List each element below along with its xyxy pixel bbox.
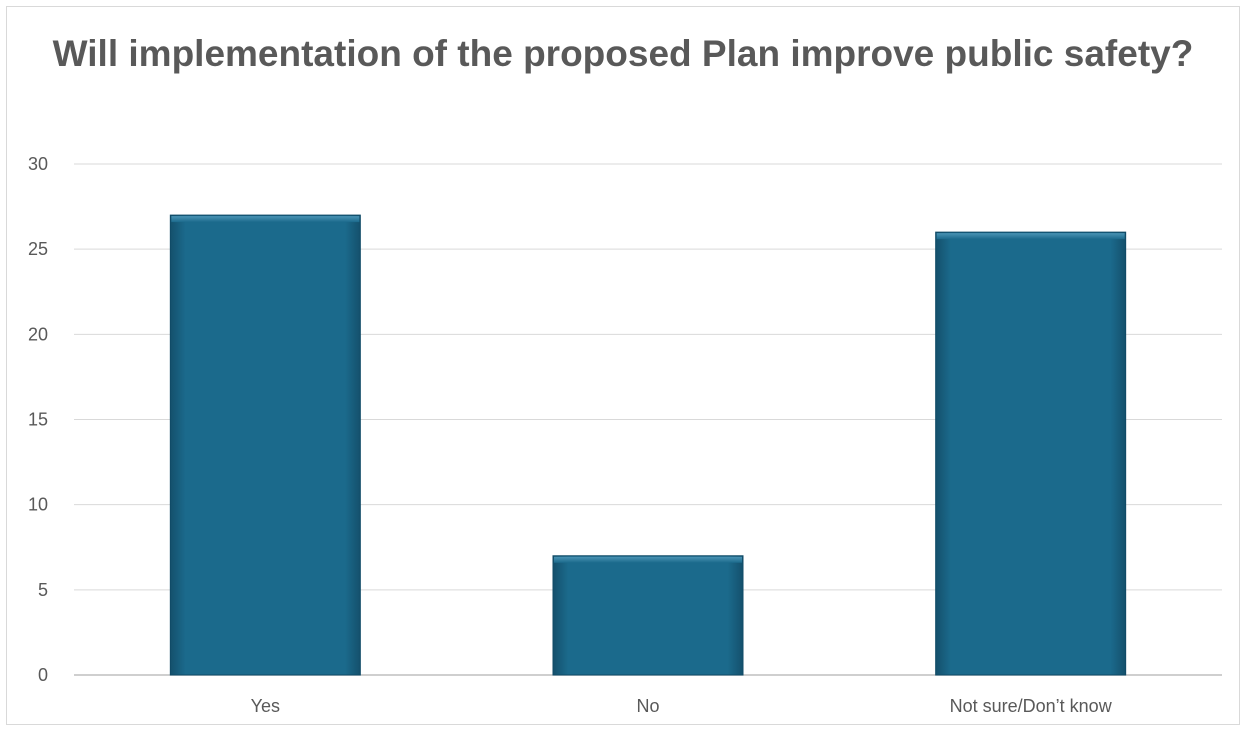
y-tick-label: 5 [38,580,48,600]
bar [169,214,361,676]
y-tick-label: 0 [38,665,48,685]
bar-no [552,555,744,676]
bar-not-sure-don-t-know [935,231,1127,676]
x-category-label: No [636,696,659,716]
bar-highlight [554,556,742,563]
y-axis-ticks: 0 5 10 15 20 25 30 [28,154,48,685]
y-tick-label: 20 [28,324,48,344]
y-tick-label: 30 [28,154,48,174]
chart-title: Will implementation of the proposed Plan… [52,33,1194,74]
bar-yes [169,214,361,676]
y-tick-label: 15 [28,410,48,430]
x-category-label: Not sure/Don’t know [950,696,1113,716]
bar-highlight [171,216,360,223]
y-tick-label: 10 [28,495,48,515]
y-tick-label: 25 [28,239,48,259]
x-axis-categories: Yes No Not sure/Don’t know [251,696,1113,716]
x-category-label: Yes [251,696,280,716]
bars [169,214,1127,676]
bar-highlight [936,233,1125,240]
bar [552,555,744,676]
bar [935,231,1127,676]
